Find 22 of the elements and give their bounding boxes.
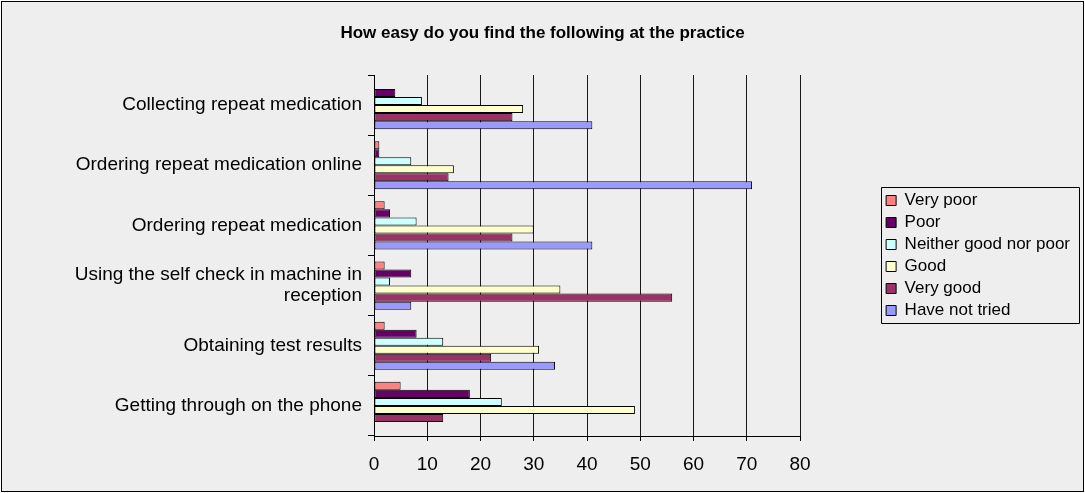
y-tick-label: Using the self check in machine in reception (74, 263, 362, 306)
x-tick-label: 10 (416, 452, 438, 474)
y-tick-label: Collecting repeat medication (122, 93, 362, 115)
legend-label: Poor (904, 212, 941, 232)
y-tick-label: Ordering repeat medication (131, 213, 362, 235)
chart-title: How easy do you find the following at the practice (340, 22, 745, 42)
y-tick-label: Ordering repeat medication online (75, 153, 362, 175)
x-tick-label: 30 (523, 452, 545, 474)
legend-label: Very poor (904, 190, 978, 210)
x-tick-label: 40 (576, 452, 598, 474)
legend-label: Very good (904, 278, 982, 298)
x-tick-label: 50 (629, 452, 651, 474)
x-tick-label: 80 (789, 452, 811, 474)
y-tick-label: Getting through on the phone (114, 394, 362, 416)
legend-label: Have not tried (904, 300, 1011, 320)
legend-label: Good (904, 256, 947, 276)
x-tick-label: 0 (368, 452, 380, 474)
x-tick-label: 60 (682, 452, 705, 474)
y-tick-label: Obtaining test results (183, 333, 362, 355)
legend-label: Neither good nor poor (904, 234, 1071, 254)
x-tick-label: 20 (469, 452, 492, 474)
x-tick-label: 70 (736, 452, 758, 474)
